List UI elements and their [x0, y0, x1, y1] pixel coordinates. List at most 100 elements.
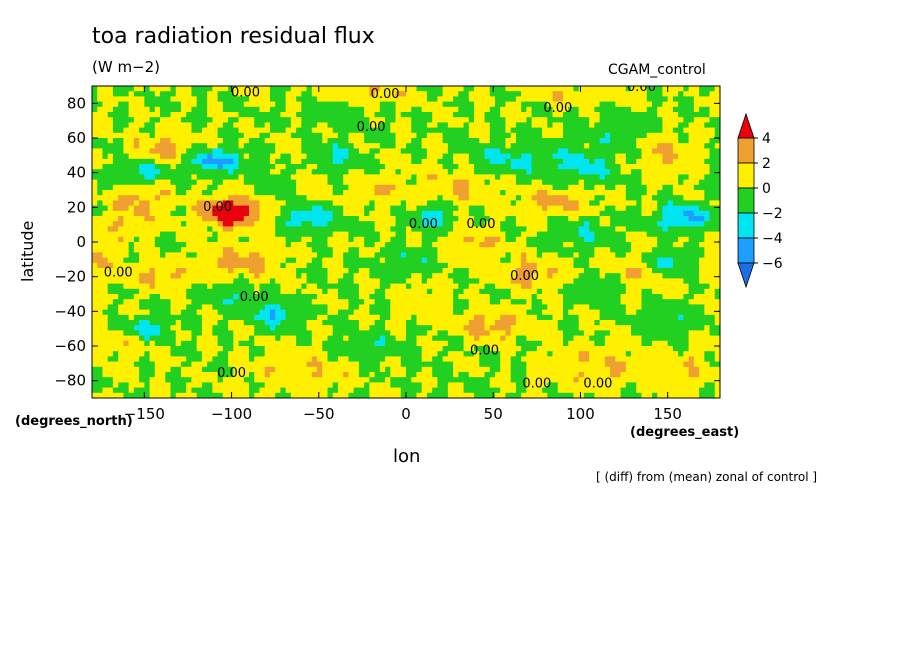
field-cell [631, 221, 637, 227]
field-cell [547, 205, 554, 212]
field-cell [348, 86, 355, 92]
field-cell [521, 247, 527, 253]
field-cell [249, 299, 255, 305]
field-cell [186, 257, 193, 264]
field-cell [468, 127, 475, 134]
field-cell [678, 112, 684, 118]
field-cell [636, 101, 643, 108]
field-cell [536, 91, 543, 97]
field-cell [510, 122, 517, 129]
field-cell [536, 257, 543, 264]
field-cell [709, 169, 716, 175]
field-cell [411, 288, 418, 295]
field-cell [620, 242, 627, 248]
field-cell [531, 127, 538, 134]
field-cell [400, 132, 407, 139]
field-cell [426, 278, 433, 285]
field-cell [369, 205, 376, 212]
field-cell [353, 138, 360, 144]
field-cell [390, 236, 397, 243]
field-cell [353, 247, 360, 253]
field-cell [583, 96, 590, 103]
field-cell [442, 174, 449, 181]
field-cell [594, 221, 601, 227]
field-cell [557, 200, 564, 207]
field-cell [390, 169, 397, 175]
field-cell [672, 138, 679, 144]
field-cell [416, 278, 423, 285]
field-cell [102, 205, 109, 212]
field-cell [332, 247, 339, 253]
field-cell [599, 236, 606, 243]
field-cell [500, 210, 507, 217]
field-cell [144, 247, 151, 253]
field-cell [170, 117, 177, 123]
field-cell [699, 91, 705, 97]
field-cell [212, 132, 219, 139]
field-cell [563, 278, 569, 285]
field-cell [92, 226, 98, 233]
field-cell [594, 257, 601, 264]
field-cell [374, 174, 381, 181]
field-cell [154, 158, 161, 165]
field-cell [484, 299, 491, 305]
field-cell [222, 236, 229, 243]
field-cell [547, 283, 554, 290]
field-cell [672, 288, 679, 295]
field-cell [704, 117, 711, 123]
field-cell [442, 226, 449, 233]
field-cell [678, 236, 684, 243]
field-cell [128, 153, 135, 160]
field-cell [463, 200, 470, 207]
field-cell [353, 91, 360, 97]
field-cell [149, 169, 156, 175]
field-cell [348, 210, 355, 217]
field-cell [180, 257, 187, 264]
field-cell [479, 268, 486, 274]
field-cell [599, 96, 606, 103]
field-cell [322, 294, 329, 300]
field-cell [238, 288, 245, 295]
field-cell [222, 138, 229, 144]
field-cell [646, 247, 653, 253]
field-cell [641, 221, 648, 227]
field-cell [149, 184, 156, 191]
field-cell [599, 294, 606, 300]
field-cell [249, 294, 255, 300]
field-cell [139, 210, 145, 217]
field-cell [672, 112, 679, 118]
field-cell [385, 106, 391, 113]
field-cell [149, 226, 156, 233]
field-cell [458, 112, 465, 118]
field-cell [385, 132, 391, 139]
field-cell [249, 283, 255, 290]
field-cell [348, 247, 355, 253]
field-cell [311, 236, 318, 243]
field-cell [662, 242, 669, 248]
field-cell [573, 169, 580, 175]
field-cell [704, 164, 711, 170]
field-cell [311, 91, 318, 97]
field-cell [118, 112, 124, 118]
field-cell [589, 190, 595, 196]
field-cell [191, 231, 198, 238]
field-cell [447, 86, 454, 92]
field-cell [353, 132, 360, 139]
field-cell [667, 200, 674, 207]
field-cell [421, 143, 428, 149]
field-cell [123, 262, 130, 269]
field-cell [521, 205, 527, 212]
field-cell [646, 257, 653, 264]
field-cell [442, 205, 449, 212]
field-cell [332, 184, 339, 191]
field-cell [667, 216, 674, 222]
field-cell [139, 299, 145, 305]
field-cell [521, 132, 527, 139]
field-cell [484, 148, 491, 155]
field-cell [332, 221, 339, 227]
field-cell [563, 294, 569, 300]
field-cell [170, 190, 177, 196]
field-cell [311, 174, 318, 181]
field-cell [390, 164, 397, 170]
field-cell [594, 252, 601, 259]
